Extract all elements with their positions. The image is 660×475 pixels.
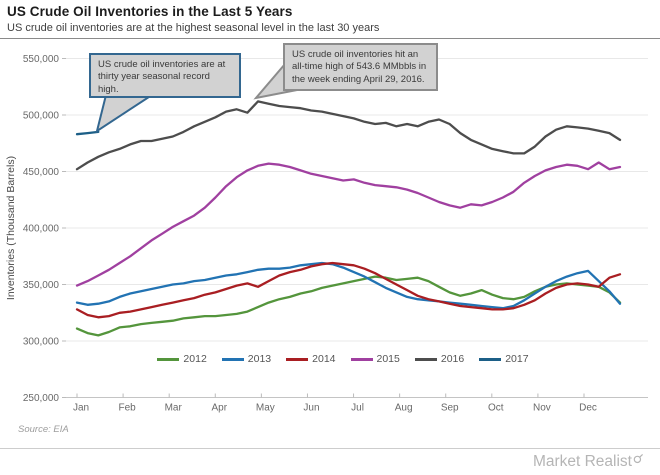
y-tick-label: 350,000 (23, 280, 60, 291)
callout-2017-tail (95, 94, 156, 134)
magnifier-icon (633, 451, 644, 469)
legend-swatch-2012 (157, 357, 180, 361)
legend-label-2016: 2016 (440, 353, 465, 365)
y-tick-label: 300,000 (23, 337, 60, 348)
legend-item-2014: 2014 (286, 353, 336, 365)
legend-swatch-2017 (479, 357, 502, 361)
legend-item-2012: 2012 (157, 353, 207, 365)
legend-label-2014: 2014 (312, 353, 336, 365)
callout-2017-record-text: US crude oil inventories are at thirty y… (98, 59, 226, 95)
chart-legend: 2012 2013 2014 2015 2016 2017 (66, 351, 620, 367)
chart-header: US Crude Oil Inventories in the Last 5 Y… (7, 4, 653, 34)
series-line-2012 (75, 275, 622, 337)
legend-swatch-2014 (286, 357, 309, 361)
y-tick-label: 400,000 (23, 224, 60, 235)
page-title: US Crude Oil Inventories in the Last 5 Y… (7, 4, 293, 19)
x-tick-label-Jun: Jun (303, 403, 319, 414)
legend-label-2012: 2012 (183, 353, 207, 365)
series-line-2014 (75, 261, 622, 319)
y-tick-label: 550,000 (23, 54, 60, 65)
x-tick-label-Apr: Apr (211, 403, 227, 414)
x-tick-label-Jan: Jan (73, 403, 89, 414)
y-tick-label: 500,000 (23, 111, 60, 122)
legend-item-2013: 2013 (221, 353, 272, 365)
y-axis-title: Inventories (Thousand Barrels) (5, 156, 17, 300)
legend-label-2013: 2013 (247, 353, 272, 365)
footer-divider (0, 448, 660, 449)
source-note: Source: EIA (18, 424, 69, 435)
x-tick-label-Jul: Jul (351, 403, 364, 414)
x-tick-label-Aug: Aug (395, 403, 413, 414)
page-subtitle: US crude oil inventories are at the high… (7, 22, 380, 34)
series-line-2015 (75, 161, 622, 287)
legend-swatch-2013 (221, 357, 244, 361)
x-tick-label-Mar: Mar (165, 403, 183, 414)
callout-2016-alltime-high-text: US crude oil inventories hit an all-time… (292, 49, 427, 85)
legend-label-2017: 2017 (505, 353, 529, 365)
y-tick-label: 250,000 (23, 393, 60, 404)
y-tick-label: 450,000 (23, 167, 60, 178)
brand-logo-text: Market Realist (532, 453, 632, 470)
brand-logo: Market Realist (533, 453, 644, 471)
legend-swatch-2015 (350, 357, 373, 361)
series-line-2017 (75, 130, 100, 136)
x-tick-label-Sep: Sep (441, 403, 459, 414)
legend-label-2015: 2015 (376, 353, 400, 365)
series-line-2013 (75, 261, 622, 310)
x-tick-label-Nov: Nov (533, 403, 551, 414)
callout-2016-alltime-high: US crude oil inventories hit an all-time… (283, 43, 438, 91)
legend-item-2015: 2015 (350, 353, 400, 365)
x-tick-label-May: May (256, 403, 275, 414)
x-tick-label-Oct: Oct (488, 403, 504, 414)
x-tick-label-Feb: Feb (118, 403, 136, 414)
series-line-2016 (75, 100, 622, 171)
legend-item-2016: 2016 (414, 353, 465, 365)
header-divider (0, 38, 660, 39)
legend-swatch-2016 (414, 357, 437, 361)
legend-item-2017: 2017 (479, 353, 529, 365)
callout-2017-record: US crude oil inventories are at thirty y… (89, 53, 241, 98)
x-tick-label-Dec: Dec (579, 403, 597, 414)
